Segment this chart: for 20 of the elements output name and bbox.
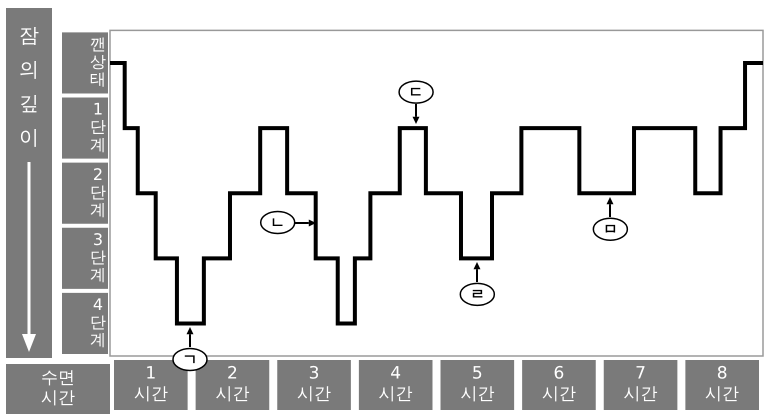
x-tick-label: 3 시간 (297, 364, 332, 404)
y-tick-label: 1단계 (90, 100, 106, 154)
y-tick-label: 2단계 (90, 164, 106, 219)
annotation: ㄹ (470, 285, 485, 304)
annotation: ㄱ (182, 350, 198, 368)
y-axis-title: 잠의 깊이 (18, 22, 40, 151)
x-tick-label: 2 시간 (215, 364, 250, 404)
annotation: ㄴ (270, 213, 286, 232)
annotation: ㅁ (602, 220, 618, 238)
x-tick-label: 5 시간 (460, 364, 494, 404)
x-tick-label: 1 시간 (134, 364, 168, 404)
annotation: ㄷ (408, 82, 424, 101)
x-tick-label: 7 시간 (624, 364, 658, 404)
y-tick-label: 깬상태 (90, 34, 106, 89)
x-tick-label: 4 시간 (378, 364, 413, 404)
y-tick-label: 4단계 (90, 294, 106, 350)
x-axis-title: 수면 시간 (6, 364, 110, 414)
x-tick-label: 8 시간 (705, 364, 740, 404)
x-tick-label: 6 시간 (542, 364, 576, 404)
y-tick-label: 3단계 (90, 230, 106, 284)
